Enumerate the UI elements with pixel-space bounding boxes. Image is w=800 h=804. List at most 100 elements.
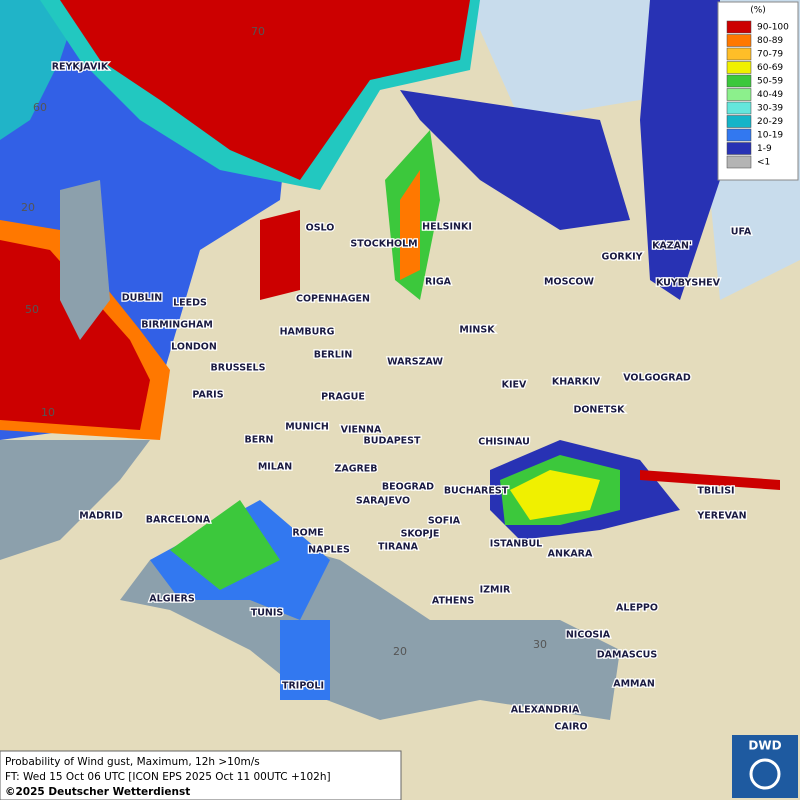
legend-swatch <box>726 101 752 115</box>
grid-label: 60 <box>33 101 47 114</box>
city-label: KAZAN' <box>652 241 692 252</box>
city-label: MUNICH <box>285 422 329 433</box>
grid-label: 30 <box>533 638 547 651</box>
city-label: VOLGOGRAD <box>623 373 691 384</box>
legend-swatch <box>726 20 752 34</box>
city-label: UFA <box>731 227 752 238</box>
city-label: LEEDS <box>173 298 207 309</box>
city-label: BUDAPEST <box>364 436 421 447</box>
city-label: TBILISI <box>697 486 734 497</box>
legend-swatch <box>726 34 752 47</box>
city-label: RIGA <box>425 277 452 288</box>
teal-area <box>0 0 80 140</box>
city-label: ATHENS <box>432 596 474 607</box>
city-label: VIENNA <box>341 425 382 436</box>
legend-swatch <box>726 61 752 74</box>
grid-label: 70 <box>251 25 265 38</box>
legend-swatch <box>726 74 752 88</box>
orange-area <box>400 170 420 280</box>
city-label: MADRID <box>79 511 123 522</box>
city-label: KUYBYSHEV <box>656 278 721 289</box>
legend-swatch <box>726 88 752 101</box>
city-labels: REYKJAVIK OSLO STOCKHOLM HELSINKI DUBLIN LEED… <box>50 60 753 734</box>
city-label: SARAJEVO <box>356 496 410 507</box>
city-label: ALEPPO <box>616 603 658 614</box>
city-label: KHARKIV <box>552 377 601 388</box>
legend-label: 50-59 <box>757 77 783 87</box>
city-label: OSLO <box>306 223 335 234</box>
grid-label: 20 <box>21 201 35 214</box>
city-label: ANKARA <box>548 549 593 560</box>
city-label: BUCHAREST <box>444 486 509 497</box>
legend-unit: (%) <box>750 6 766 16</box>
city-label: PRAGUE <box>321 392 365 403</box>
blue-area <box>640 0 720 300</box>
city-label: DONETSK <box>573 405 625 416</box>
city-label: MILAN <box>258 462 292 473</box>
city-label: BEOGRAD <box>382 482 434 493</box>
sea <box>60 180 110 340</box>
city-label: DUBLIN <box>122 293 162 304</box>
city-label: ISTANBUL <box>490 539 542 550</box>
grid-label: 10 <box>41 406 55 419</box>
red-area <box>640 470 780 490</box>
city-label: NAPLES <box>308 545 350 556</box>
city-label: TUNIS <box>251 608 284 619</box>
legend-label: 20-29 <box>757 117 783 127</box>
logo: DWD <box>732 735 798 798</box>
city-label: ROME <box>292 528 323 539</box>
city-label: GORKIY <box>602 252 643 263</box>
city-label: SOFIA <box>428 516 461 527</box>
yellow-area <box>510 470 600 520</box>
legend-label: 30-39 <box>757 104 783 114</box>
footer-box <box>0 750 402 801</box>
city-label: AMMAN <box>613 679 655 690</box>
blue-area <box>280 620 330 700</box>
city-label: BARCELONA <box>146 515 211 526</box>
city-label: SKOPJE <box>401 529 440 540</box>
legend-swatch <box>726 128 752 142</box>
sea <box>0 440 150 560</box>
legend-label: 80-89 <box>757 36 783 46</box>
legend: (%) 90-100 80-89 70-79 60-69 50-59 40-49 30-39… <box>717 1 799 181</box>
legend-label: 70-79 <box>757 50 783 60</box>
city-label: PARIS <box>192 390 223 401</box>
legend-label: 10-19 <box>757 131 783 141</box>
legend-swatch <box>726 155 752 169</box>
city-label: NICOSIA <box>566 630 611 641</box>
footer-line: ©2025 Deutscher Wetterdienst <box>5 786 190 798</box>
city-label: COPENHAGEN <box>296 294 370 305</box>
city-label: BIRMINGHAM <box>141 320 213 331</box>
city-label: IZMIR <box>480 585 511 596</box>
footer-line: Probability of Wind gust, Maximum, 12h >… <box>5 756 260 768</box>
red-area <box>60 0 470 180</box>
city-label: MINSK <box>459 325 495 336</box>
legend-swatch <box>726 47 752 61</box>
grid-label: 50 <box>25 303 39 316</box>
footer-line: FT: Wed 15 Oct 06 UTC [ICON EPS 2025 Oct… <box>5 771 331 783</box>
grid-label: 20 <box>393 645 407 658</box>
city-label: CHISINAU <box>478 437 530 448</box>
grid-labels: 70 60 20 50 10 20 30 <box>21 25 547 658</box>
city-label: MOSCOW <box>544 277 594 288</box>
red-area <box>0 240 150 430</box>
city-label: YEREVAN <box>696 511 746 522</box>
city-label: BRUSSELS <box>211 363 266 374</box>
city-label: DAMASCUS <box>597 650 658 661</box>
city-label: STOCKHOLM <box>350 239 417 250</box>
city-label: ALGIERS <box>149 594 195 605</box>
city-label: LONDON <box>171 342 217 353</box>
legend-swatch <box>726 142 752 155</box>
city-label: CAIRO <box>554 722 587 733</box>
logo-icon <box>749 758 781 790</box>
city-label: ALEXANDRIA <box>511 705 580 716</box>
legend-label: <1 <box>757 158 770 168</box>
city-label: ZAGREB <box>334 464 377 475</box>
red-area <box>260 210 300 300</box>
city-label: TIRANA <box>378 542 419 553</box>
city-label: TRIPOLI <box>282 681 324 692</box>
legend-label: 1-9 <box>757 144 772 154</box>
legend-label: 60-69 <box>757 63 783 73</box>
city-label: KIEV <box>502 380 527 391</box>
